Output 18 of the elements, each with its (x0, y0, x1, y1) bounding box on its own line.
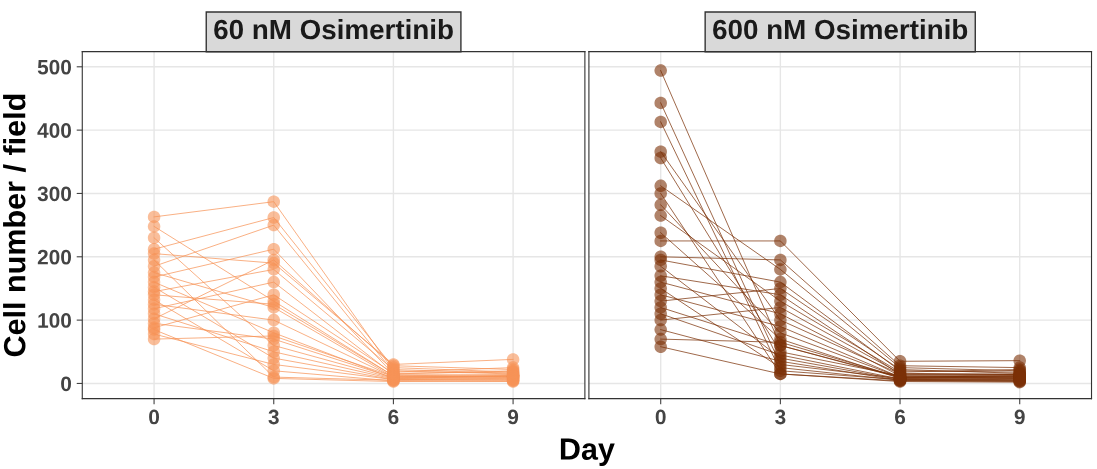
x-tick-label: 6 (895, 409, 906, 425)
y-tick-label: 0 (61, 376, 72, 392)
y-tick-label: 400 (37, 123, 72, 138)
y-tick-label: 200 (37, 249, 72, 265)
x-tick-label: 9 (508, 409, 519, 425)
x-tick-label: 6 (388, 409, 399, 425)
chart-title: 60 nM Osimertinib (214, 18, 453, 40)
x-axis-title: Day (560, 438, 615, 466)
y-tick-label: 300 (37, 186, 72, 202)
x-tick-label: 3 (775, 409, 786, 425)
x-tick-label: 3 (268, 409, 279, 425)
x-tick-label: 9 (1014, 409, 1025, 425)
chart-title: 600 nM Osimertinib (713, 18, 968, 40)
y-tick-label: 100 (38, 313, 72, 328)
y-tick-label: 500 (37, 59, 72, 75)
x-tick-label: 0 (149, 409, 160, 425)
y-axis-title: Cell number / field (3, 94, 26, 357)
x-tick-label: 0 (655, 409, 666, 425)
